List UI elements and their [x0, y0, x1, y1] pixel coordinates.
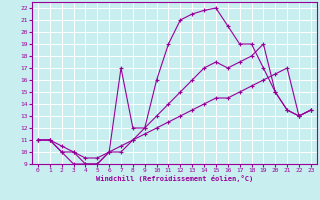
- X-axis label: Windchill (Refroidissement éolien,°C): Windchill (Refroidissement éolien,°C): [96, 175, 253, 182]
